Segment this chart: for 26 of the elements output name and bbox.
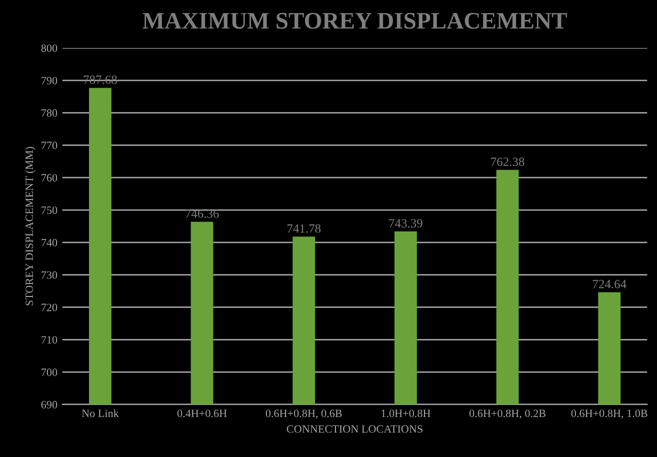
x-tick-label: 0.6H+0.8H, 0.6B xyxy=(266,410,342,419)
y-tick-label: 710 xyxy=(42,336,58,344)
y-tick-label: 780 xyxy=(42,109,58,117)
y-tick-label: 760 xyxy=(42,174,58,182)
data-label: 762.38 xyxy=(491,158,524,166)
y-axis-title: STOREY DISPLACEMENT (MM) xyxy=(25,146,36,306)
y-tick-label: 720 xyxy=(42,304,58,312)
data-label: 746.36 xyxy=(186,209,219,218)
chart-title: MAXIMUM STOREY DISPLACEMENT xyxy=(142,12,567,29)
y-tick-label: 730 xyxy=(42,271,58,279)
x-tick-label: 0.4H+0.6H xyxy=(177,410,227,418)
x-tick-label: 0.6H+0.8H, 0.2B xyxy=(469,410,546,419)
x-tick-label: No Link xyxy=(82,409,119,418)
y-tick-label: 750 xyxy=(42,206,58,214)
y-tick-label: 690 xyxy=(41,400,58,408)
y-tick-label: 800 xyxy=(41,44,58,52)
y-tick-label: 790 xyxy=(42,76,58,84)
x-tick-label: 1.0H+0.8H xyxy=(382,410,430,418)
y-tick-label: 700 xyxy=(42,368,58,376)
data-label: 743.39 xyxy=(389,219,422,228)
y-tick-label: 740 xyxy=(42,238,58,246)
x-axis-title: CONNECTION LOCATIONS xyxy=(286,425,422,433)
data-label: 741.78 xyxy=(288,224,321,233)
x-tick-label: 0.6H+0.8H, 1.0B xyxy=(571,410,648,419)
data-label: 724.64 xyxy=(593,280,626,288)
y-tick-label: 770 xyxy=(42,142,58,150)
